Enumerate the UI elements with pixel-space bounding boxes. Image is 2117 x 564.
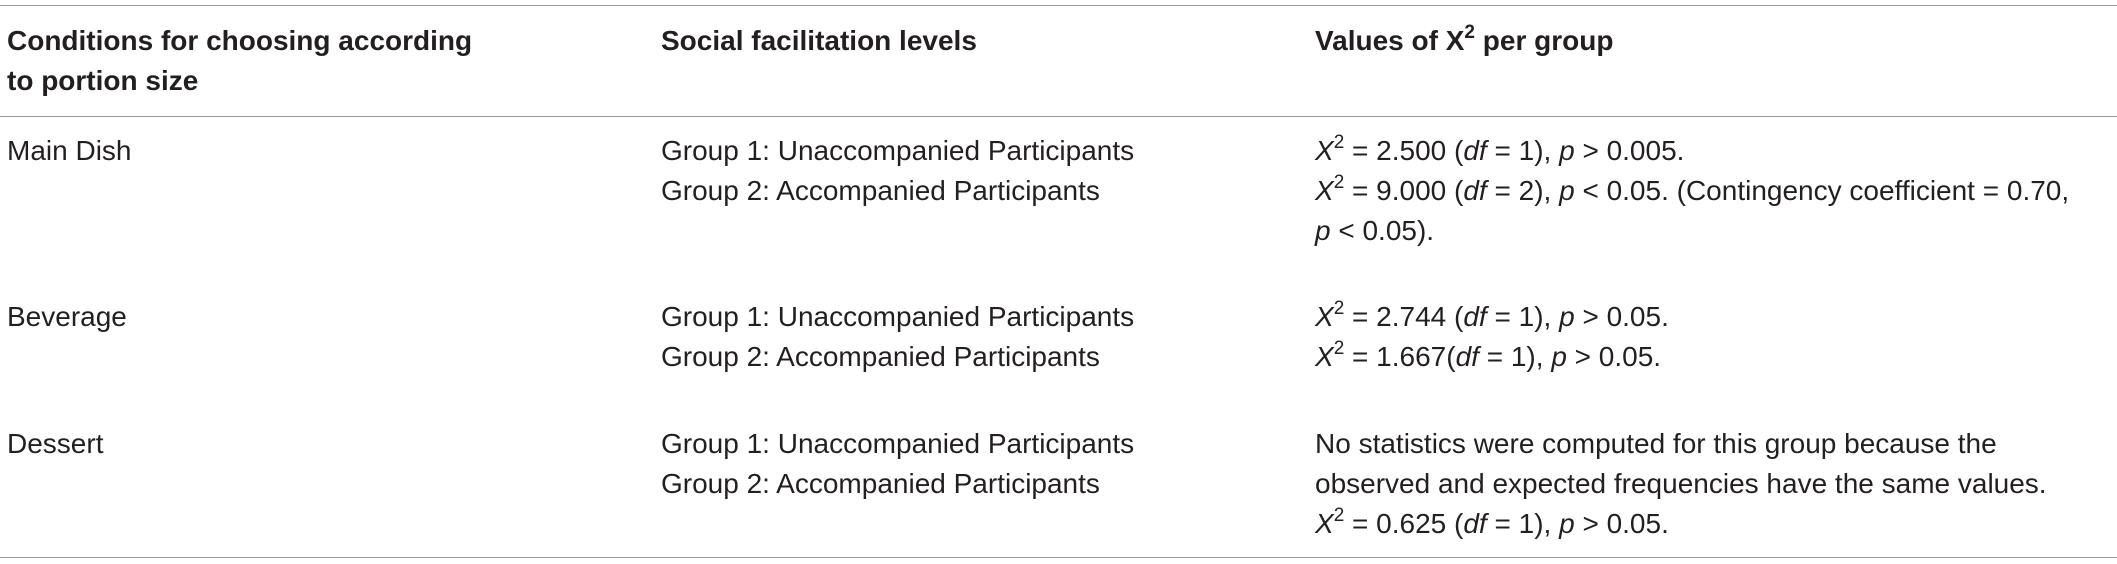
- header-conditions-line2: to portion size: [7, 65, 199, 96]
- note-line: observed and expected frequencies have t…: [1315, 468, 2047, 499]
- row-dessert-condition: Dessert: [7, 428, 104, 459]
- row-main-dish-groups: Group 1: Unaccompanied Participants Grou…: [661, 135, 1135, 206]
- stat-line: X2 = 2.744 (df = 1), p > 0.05.: [1315, 297, 1669, 332]
- header-social-facilitation: Social facilitation levels: [661, 25, 977, 56]
- stat-line: p < 0.05).: [1315, 215, 1435, 246]
- table-bottom-rule: [0, 557, 2117, 558]
- note-line: No statistics were computed for this gro…: [1315, 428, 1997, 459]
- stat-line: X2 = 0.625 (df = 1), p > 0.05.: [1315, 504, 1669, 539]
- header-conditions-line1: Conditions for choosing according: [7, 25, 473, 56]
- row-main-dish-values: X2 = 2.500 (df = 1), p > 0.005. X2 = 9.0…: [1315, 131, 2069, 251]
- header-values: Values of X2 per group: [1315, 21, 1614, 56]
- header-conditions: Conditions for choosing according to por…: [7, 21, 472, 101]
- row-beverage-values: X2 = 2.744 (df = 1), p > 0.05. X2 = 1.66…: [1315, 297, 1669, 377]
- stat-line: X2 = 2.500 (df = 1), p > 0.005.: [1315, 131, 1685, 166]
- header-rule: [0, 116, 2117, 117]
- stat-line: X2 = 9.000 (df = 2), p < 0.05. (Continge…: [1315, 171, 2070, 206]
- row-main-dish-condition: Main Dish: [7, 135, 132, 166]
- row-beverage-groups: Group 1: Unaccompanied Participants Grou…: [661, 301, 1135, 372]
- stat-line: X2 = 1.667(df = 1), p > 0.05.: [1315, 337, 1662, 372]
- table-top-rule: [0, 5, 2117, 6]
- row-beverage-condition: Beverage: [7, 301, 127, 332]
- row-dessert-groups: Group 1: Unaccompanied Participants Grou…: [661, 428, 1135, 499]
- row-dessert-values: No statistics were computed for this gro…: [1315, 424, 2047, 544]
